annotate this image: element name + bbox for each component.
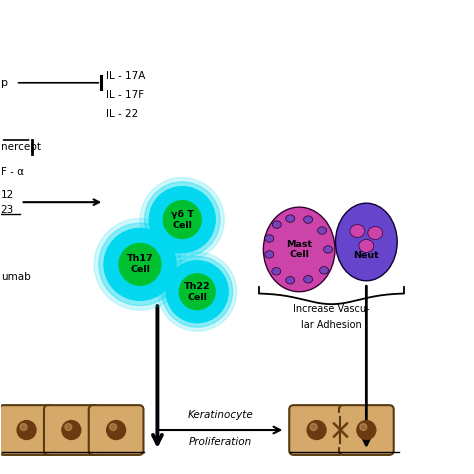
- Circle shape: [310, 424, 317, 430]
- Text: umab: umab: [0, 272, 30, 282]
- Circle shape: [107, 420, 126, 439]
- FancyBboxPatch shape: [44, 405, 99, 455]
- Text: p: p: [0, 78, 8, 88]
- Circle shape: [99, 223, 181, 306]
- FancyBboxPatch shape: [339, 405, 394, 455]
- Circle shape: [149, 187, 215, 253]
- Ellipse shape: [264, 207, 335, 292]
- Circle shape: [104, 228, 176, 300]
- Ellipse shape: [304, 216, 313, 223]
- Ellipse shape: [286, 215, 295, 222]
- Text: IL - 17F: IL - 17F: [106, 90, 144, 100]
- Circle shape: [119, 244, 161, 285]
- Circle shape: [94, 219, 186, 310]
- Text: γδ T
Cell: γδ T Cell: [171, 210, 194, 229]
- Ellipse shape: [318, 227, 327, 234]
- Circle shape: [20, 424, 27, 430]
- Text: Th17
Cell: Th17 Cell: [127, 255, 153, 274]
- Text: F - α: F - α: [0, 167, 24, 177]
- Text: Neut: Neut: [354, 251, 379, 260]
- Circle shape: [109, 424, 117, 430]
- Circle shape: [104, 228, 176, 300]
- Ellipse shape: [286, 276, 295, 284]
- FancyBboxPatch shape: [289, 405, 344, 455]
- Circle shape: [145, 182, 220, 257]
- Text: Proliferation: Proliferation: [189, 438, 252, 447]
- Circle shape: [164, 201, 201, 238]
- Ellipse shape: [304, 275, 313, 283]
- Circle shape: [158, 252, 237, 331]
- Text: Keratinocyte: Keratinocyte: [188, 410, 254, 419]
- Ellipse shape: [359, 239, 374, 253]
- Ellipse shape: [368, 227, 383, 239]
- Ellipse shape: [265, 235, 274, 242]
- Circle shape: [307, 420, 326, 439]
- Circle shape: [65, 424, 72, 430]
- Circle shape: [166, 261, 228, 323]
- Circle shape: [17, 420, 36, 439]
- Circle shape: [360, 424, 367, 430]
- Ellipse shape: [265, 251, 274, 258]
- Text: Mast
Cell: Mast Cell: [286, 240, 312, 259]
- FancyBboxPatch shape: [89, 405, 144, 455]
- Text: lar Adhesion: lar Adhesion: [301, 320, 362, 330]
- Text: 12: 12: [0, 190, 14, 200]
- Ellipse shape: [273, 221, 281, 228]
- Ellipse shape: [319, 266, 328, 274]
- Text: nercept: nercept: [0, 143, 41, 153]
- Circle shape: [62, 420, 81, 439]
- FancyBboxPatch shape: [0, 405, 54, 455]
- Circle shape: [179, 274, 215, 310]
- Ellipse shape: [324, 246, 333, 253]
- Text: Increase Vascu-: Increase Vascu-: [293, 304, 370, 314]
- Circle shape: [140, 178, 224, 262]
- Circle shape: [162, 256, 233, 327]
- Text: Th22
Cell: Th22 Cell: [184, 282, 210, 302]
- Text: 23: 23: [0, 205, 14, 215]
- Ellipse shape: [350, 225, 365, 237]
- Ellipse shape: [272, 268, 281, 275]
- Text: IL - 22: IL - 22: [106, 109, 138, 119]
- Circle shape: [357, 420, 376, 439]
- Circle shape: [149, 187, 215, 253]
- Text: IL - 17A: IL - 17A: [106, 71, 146, 82]
- Circle shape: [166, 261, 228, 323]
- Ellipse shape: [336, 203, 397, 281]
